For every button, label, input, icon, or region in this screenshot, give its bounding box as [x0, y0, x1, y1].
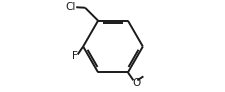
Text: Cl: Cl: [65, 2, 76, 12]
Text: O: O: [132, 78, 140, 88]
Text: F: F: [71, 52, 77, 61]
